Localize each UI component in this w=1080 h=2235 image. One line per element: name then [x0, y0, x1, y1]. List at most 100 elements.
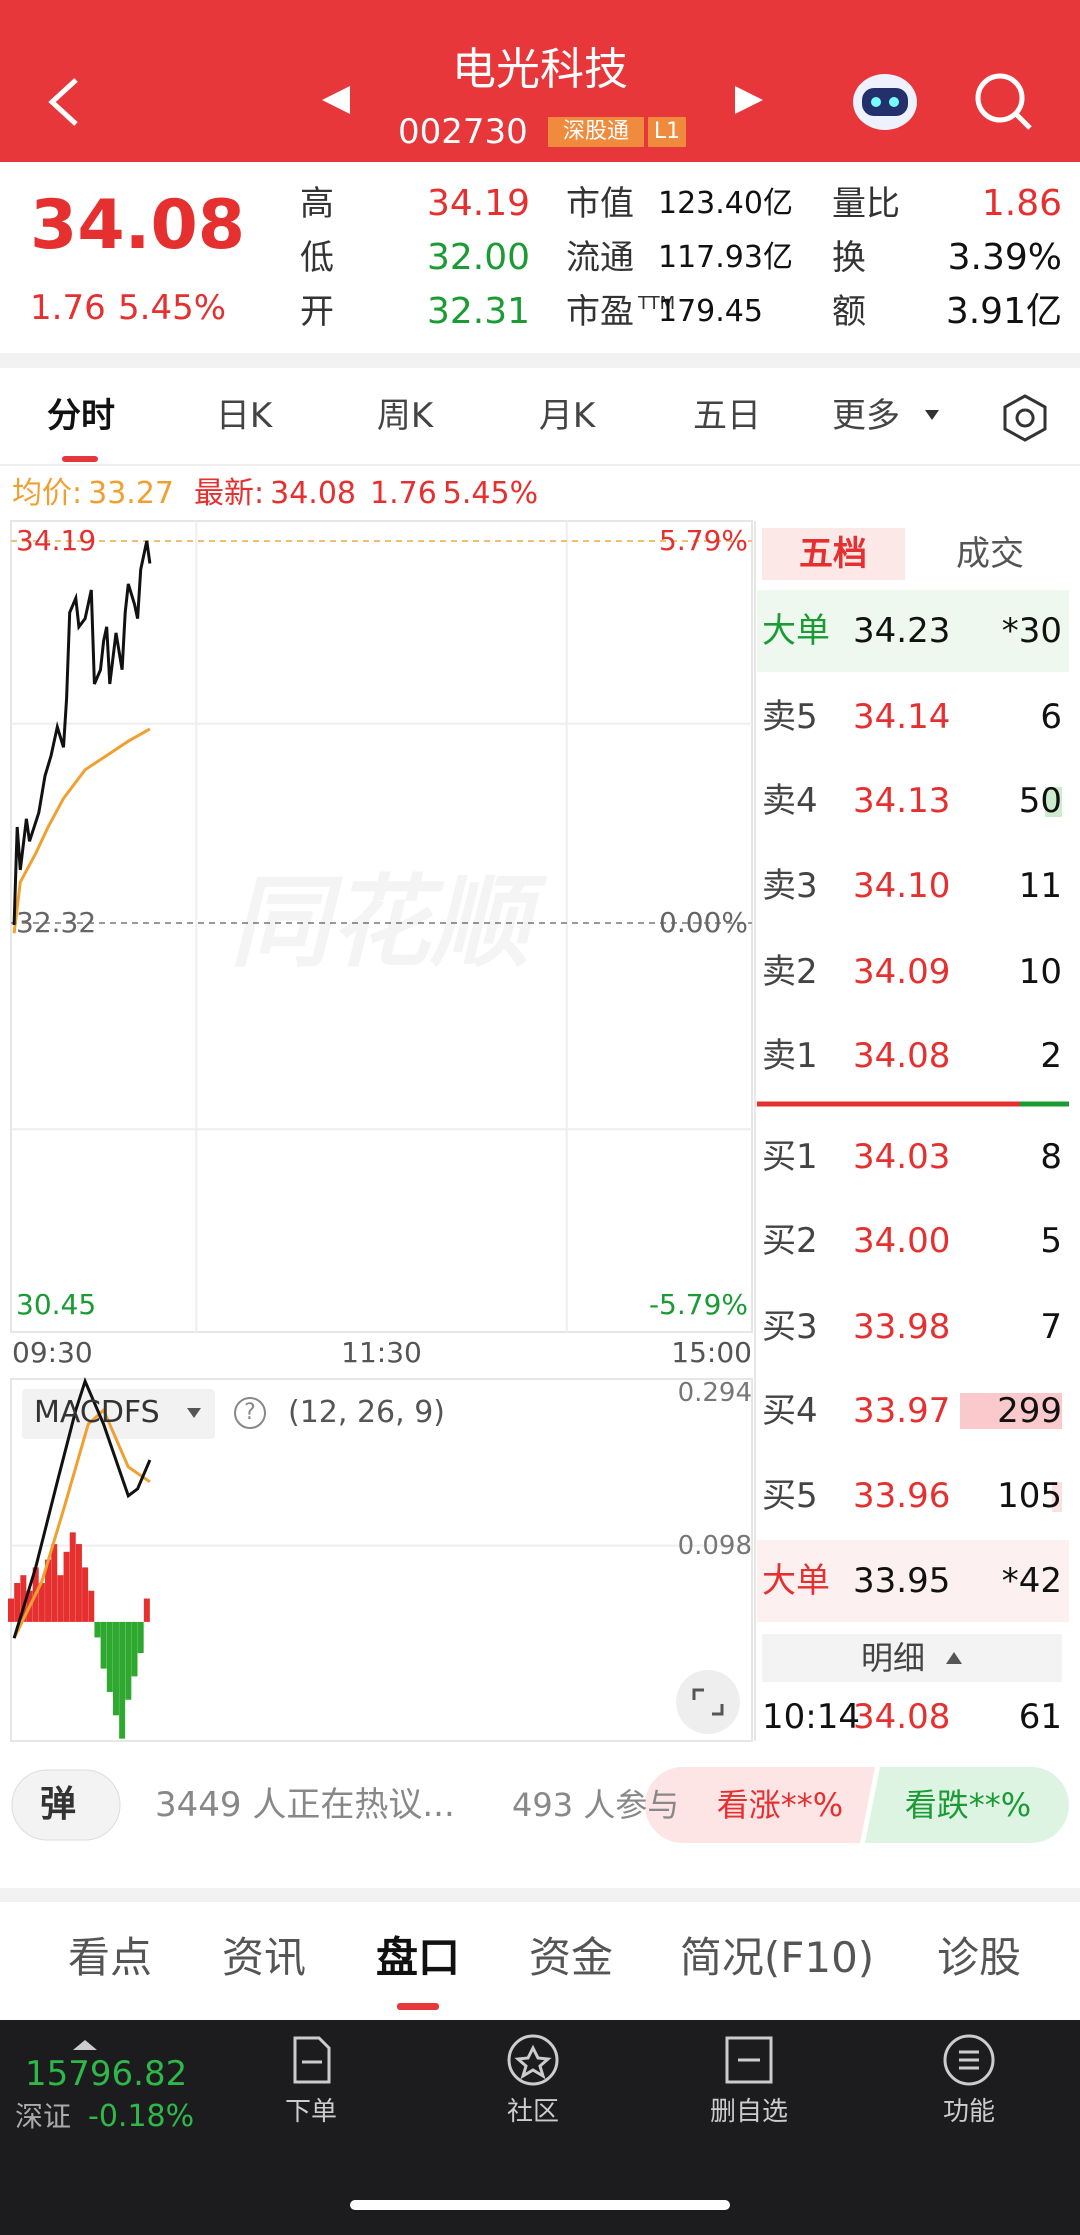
- tab[interactable]: 日K: [215, 396, 273, 436]
- orderbook-tab-active: [762, 528, 905, 580]
- bear-pill[interactable]: [865, 1767, 1069, 1843]
- indicator-name[interactable]: MACDFS: [34, 1395, 160, 1430]
- ob-label: 大单: [762, 1561, 830, 1601]
- ob-price: 34.00: [853, 1221, 951, 1261]
- ob-label: 卖5: [762, 697, 818, 737]
- ob-price: 33.95: [853, 1561, 951, 1601]
- watermark: 同花顺: [180, 863, 580, 983]
- index-caret: [73, 2040, 97, 2050]
- stat-value: 34.19: [426, 183, 530, 224]
- change: 1.76: [30, 288, 106, 328]
- tab[interactable]: 五日: [693, 396, 761, 436]
- info-avg: 33.27: [88, 476, 174, 511]
- tab[interactable]: 月K: [538, 396, 596, 436]
- info-latest-label: 最新:: [194, 476, 265, 511]
- ob-volume: 299: [997, 1391, 1062, 1431]
- macd-bar: [20, 1575, 27, 1622]
- macd-frame: [10, 1378, 753, 1742]
- stat-label: 开: [300, 292, 334, 332]
- macd-bar: [143, 1598, 150, 1622]
- help-circle[interactable]: [234, 1397, 266, 1429]
- badge: 深股通: [548, 117, 644, 147]
- bottom-tab[interactable]: 看点: [67, 1933, 152, 1982]
- next-icon[interactable]: [735, 86, 763, 114]
- fullscreen-button[interactable]: [676, 1670, 740, 1734]
- macd-bar: [88, 1590, 95, 1622]
- bottom-tab[interactable]: 资讯: [221, 1933, 306, 1982]
- ob-label: 卖4: [762, 781, 818, 821]
- dea-line: [12, 1407, 151, 1639]
- detail-label[interactable]: 明细: [860, 1639, 925, 1677]
- nav-item[interactable]: 社区: [506, 2097, 559, 2127]
- info-latest: 34.08: [270, 476, 356, 511]
- ob-volume: 7: [1040, 1307, 1062, 1347]
- stat-label: 流通: [566, 238, 634, 278]
- macd-bar: [94, 1621, 101, 1638]
- macd-bar: [112, 1621, 119, 1716]
- help-icon[interactable]: ?: [244, 1400, 256, 1425]
- home-indicator: [350, 2200, 730, 2210]
- ob-volume: 10: [1018, 952, 1062, 992]
- footer-bar: [0, 2020, 1080, 2235]
- discussing[interactable]: 3449 人正在热议...: [155, 1785, 455, 1825]
- ob-label: 卖2: [762, 952, 818, 992]
- bear-button[interactable]: 看跌**%: [904, 1786, 1032, 1824]
- index-value: 15796.82: [25, 2054, 188, 2094]
- volume-bar: [960, 1393, 1062, 1429]
- info-change: 1.76: [370, 476, 437, 511]
- danmu[interactable]: 弹: [40, 1784, 77, 1825]
- time-tick-label: 09:30: [12, 1336, 93, 1369]
- more-caret: [925, 410, 939, 420]
- ob-label: 买1: [762, 1137, 818, 1177]
- ob-label: 买2: [762, 1221, 818, 1261]
- big-buy-bg: [757, 1540, 1069, 1622]
- macd-bar: [45, 1559, 52, 1622]
- nav-item[interactable]: 下单: [284, 2097, 337, 2127]
- ob-volume: 105: [997, 1476, 1062, 1516]
- ob-volume: 50: [1018, 781, 1062, 821]
- price-tick-label: 32.32: [16, 906, 97, 939]
- settings-icon[interactable]: [1003, 394, 1047, 442]
- orderbook-tab[interactable]: 五档: [799, 534, 867, 574]
- bottom-tab[interactable]: 诊股: [936, 1933, 1021, 1982]
- macd-bar: [119, 1621, 126, 1739]
- stat-label: 换: [832, 238, 866, 278]
- avg-line: [12, 727, 151, 934]
- tab[interactable]: 分时: [47, 396, 115, 436]
- last-price: 34.08: [30, 186, 246, 265]
- trade-vol: 61: [1018, 1697, 1062, 1737]
- nav-item[interactable]: 删自选: [709, 2097, 788, 2127]
- stat-value: 32.00: [426, 237, 530, 278]
- volume-bar: [1052, 1482, 1062, 1512]
- ob-price: 34.13: [853, 781, 951, 821]
- prev-icon[interactable]: [322, 86, 350, 114]
- macd-bar: [131, 1621, 138, 1677]
- dif-line: [12, 1377, 152, 1639]
- tab[interactable]: 周K: [376, 396, 434, 436]
- ob-volume: 8: [1040, 1137, 1062, 1177]
- bottom-tab[interactable]: 资金: [528, 1933, 613, 1982]
- orderbook-tab[interactable]: 成交: [956, 534, 1024, 574]
- robot-icon[interactable]: [853, 74, 917, 130]
- bull-pill[interactable]: [645, 1767, 875, 1843]
- back-icon[interactable]: [48, 78, 78, 126]
- ob-volume: *30: [1001, 611, 1062, 651]
- stat-label: 市值: [566, 184, 634, 224]
- bull-button[interactable]: 看涨**%: [716, 1786, 844, 1824]
- trade-price: 34.08: [853, 1697, 951, 1737]
- bottom-tab[interactable]: 简况(F10): [679, 1933, 875, 1982]
- tab[interactable]: 更多: [832, 396, 900, 436]
- danmu-pill[interactable]: [11, 1769, 121, 1841]
- stat-label: 低: [300, 238, 334, 278]
- ob-price: 34.03: [853, 1137, 951, 1177]
- search-icon[interactable]: [975, 73, 1032, 130]
- ob-price: 33.98: [853, 1307, 951, 1347]
- nav-item[interactable]: 功能: [942, 2097, 995, 2127]
- price-tick-label: 34.19: [16, 524, 97, 557]
- macd-tick-label: 0.294: [677, 1378, 752, 1408]
- ob-volume: 2: [1040, 1036, 1062, 1076]
- tab-indicator: [62, 456, 98, 462]
- bottom-tab[interactable]: 盘口: [375, 1933, 460, 1982]
